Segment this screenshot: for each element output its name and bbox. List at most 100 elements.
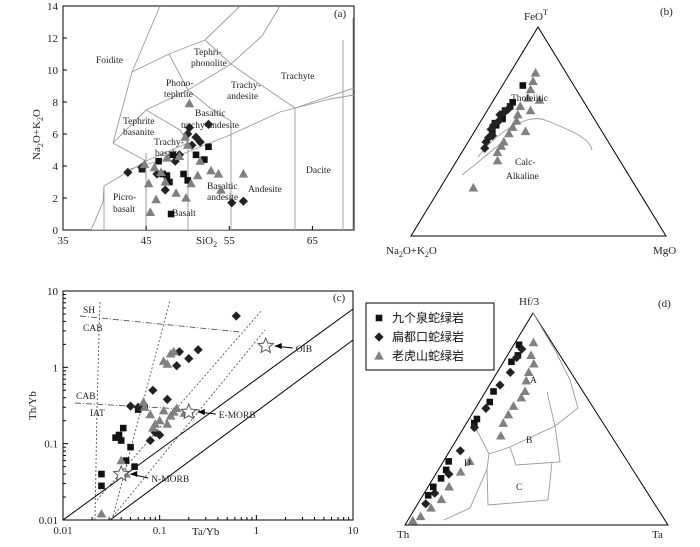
data-point <box>162 394 172 405</box>
data-point <box>515 101 526 111</box>
data-point <box>168 346 179 356</box>
field-line <box>546 391 556 427</box>
legend: 九个泉蛇绿岩 扁都口蛇绿岩 老虎山蛇绿岩 <box>365 302 495 371</box>
legend-label: 九个泉蛇绿岩 <box>392 310 464 325</box>
data-point <box>519 82 527 89</box>
tick-label: 4 <box>53 161 59 173</box>
data-point <box>503 409 514 419</box>
panel-d-label: (d) <box>658 298 671 310</box>
panel-d: (d) Hf/3 Th Ta A B C D <box>397 296 671 541</box>
tick-label: 65 <box>307 235 319 247</box>
data-point <box>184 123 194 133</box>
field-label: Andesite <box>248 185 282 195</box>
data-point <box>201 156 208 163</box>
data-point <box>505 367 515 377</box>
tick-label: 14 <box>47 1 59 13</box>
field-d-boundary <box>443 416 490 521</box>
data-point <box>206 165 216 175</box>
data-point <box>167 210 175 218</box>
data-point <box>442 466 450 474</box>
data-point <box>182 140 193 149</box>
data-point <box>481 137 491 147</box>
legend-marker <box>374 332 384 342</box>
panel-a-label: (a) <box>334 8 347 20</box>
legend-label: 扁都口蛇绿岩 <box>392 329 464 344</box>
data-point <box>526 350 536 359</box>
data-point <box>508 358 515 366</box>
field-c-boundary <box>486 461 553 506</box>
data-point <box>508 401 519 410</box>
data-point <box>231 311 241 321</box>
data-point <box>499 115 506 123</box>
data-point <box>464 456 475 465</box>
data-point <box>227 198 237 208</box>
reference-star <box>112 464 131 482</box>
legend-items <box>374 314 384 360</box>
data-point <box>160 177 171 186</box>
field-label: basalt <box>155 149 178 159</box>
data-point <box>534 95 545 104</box>
apex-left-label: Th <box>397 529 410 541</box>
data-point <box>180 170 187 178</box>
data-point <box>430 488 440 498</box>
data-point <box>498 418 509 427</box>
data-point <box>486 398 494 406</box>
panel-a-ticks: 35 45 55 65 0 2 4 6 8 10 12 14 <box>47 1 318 247</box>
data-point <box>523 93 533 102</box>
tick-label: 0 <box>53 225 59 237</box>
data-point <box>415 511 426 521</box>
field-label: C <box>516 483 522 493</box>
data-point <box>96 508 107 518</box>
field-label: Tholeiitic <box>511 94 548 104</box>
panel-c-references: OIB E-MORB N-MORB <box>112 336 312 485</box>
data-point <box>528 76 538 85</box>
data-point <box>492 155 503 165</box>
tick-label: 8 <box>53 97 59 109</box>
data-point <box>184 98 195 108</box>
data-point <box>156 167 166 176</box>
data-point <box>530 67 541 77</box>
reference-label: N-MORB <box>151 475 189 485</box>
tick-label: 1 <box>254 525 260 537</box>
data-point <box>125 401 136 411</box>
data-point <box>172 361 182 371</box>
data-point <box>513 109 523 119</box>
data-point <box>148 385 158 395</box>
apex-right-label: MgO <box>653 245 676 257</box>
field-label: Calc- <box>515 158 536 168</box>
data-point <box>192 170 203 180</box>
data-point <box>139 402 150 411</box>
field-label: SH <box>83 306 95 316</box>
apex-left-label: Na2O+K2O <box>386 245 437 259</box>
data-point <box>492 147 503 156</box>
data-point <box>116 455 126 465</box>
field-label: basalt <box>113 205 136 215</box>
data-point <box>436 494 447 504</box>
field-label: andesite <box>207 193 238 203</box>
tick-label: 10 <box>47 286 59 298</box>
data-point <box>180 132 191 141</box>
tick-label: 1 <box>53 362 59 374</box>
data-point <box>127 443 134 451</box>
data-point <box>525 105 536 115</box>
field-label: Basaltic <box>195 109 226 119</box>
panel-c-ticks: 0.01 0.1 1 10 0.01 0.1 1 10 <box>39 286 359 537</box>
panel-a-ylabel: Na2O+K2O <box>31 109 45 160</box>
panel-a-xlabel: SiO2 <box>196 235 217 249</box>
data-point <box>160 185 170 195</box>
field-label: CAB <box>76 392 96 402</box>
data-point <box>119 424 127 432</box>
data-point <box>117 437 125 444</box>
panel-c-ylabel: Th/Yb <box>27 391 39 420</box>
data-point <box>408 515 418 525</box>
data-point <box>523 367 534 376</box>
panel-b-label: (b) <box>660 6 673 18</box>
data-point <box>494 116 504 126</box>
data-point <box>112 434 119 441</box>
data-point <box>238 169 249 178</box>
data-point <box>521 375 532 385</box>
field-label: Picro- <box>113 193 136 203</box>
data-point <box>143 178 154 188</box>
reference-arrowhead <box>197 408 205 415</box>
